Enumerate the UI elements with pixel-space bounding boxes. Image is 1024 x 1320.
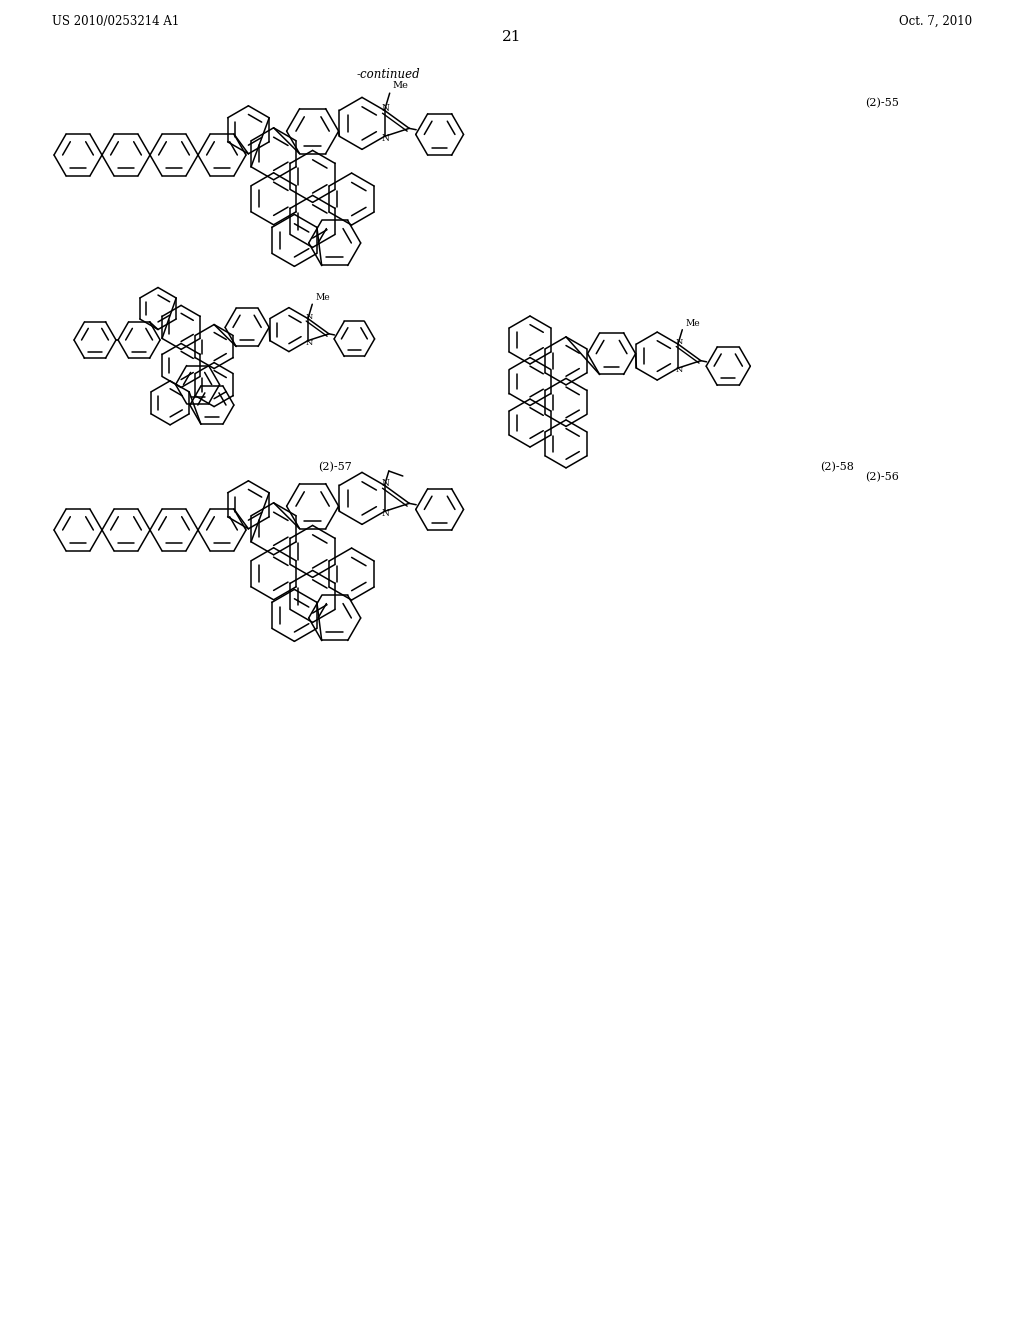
Text: Oct. 7, 2010: Oct. 7, 2010: [899, 15, 972, 28]
Text: US 2010/0253214 A1: US 2010/0253214 A1: [52, 15, 179, 28]
Text: N: N: [305, 339, 312, 347]
Text: Me: Me: [685, 318, 700, 327]
Text: N: N: [675, 366, 683, 374]
Text: N: N: [382, 104, 389, 114]
Text: N: N: [382, 479, 389, 488]
Text: N: N: [675, 338, 683, 346]
Text: N: N: [382, 133, 389, 143]
Text: N: N: [382, 510, 389, 517]
Text: 21: 21: [502, 30, 522, 44]
Text: Me: Me: [315, 293, 330, 302]
Text: (2)-58: (2)-58: [820, 462, 854, 473]
Text: (2)-55: (2)-55: [865, 98, 899, 108]
Text: N: N: [305, 313, 312, 321]
Text: (2)-57: (2)-57: [318, 462, 352, 473]
Text: (2)-56: (2)-56: [865, 473, 899, 482]
Text: -continued: -continued: [356, 69, 420, 81]
Text: Me: Me: [392, 81, 409, 90]
